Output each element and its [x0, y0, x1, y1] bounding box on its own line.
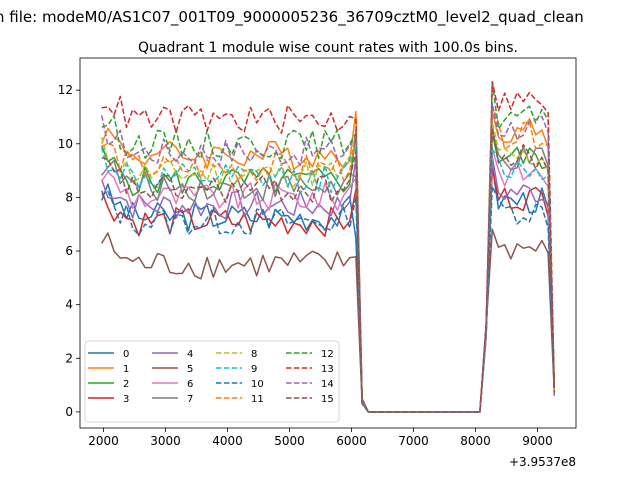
y-tick-label: 4 — [65, 298, 73, 312]
x-tick-label: 6000 — [336, 434, 367, 448]
legend-frame — [84, 340, 340, 423]
y-axis: 0 2 4 6 8 10 12 — [58, 83, 80, 419]
series-layer — [100, 81, 556, 413]
y-tick-label: 8 — [65, 190, 73, 204]
x-tick-label: 9000 — [522, 434, 553, 448]
series-line-5 — [101, 228, 556, 413]
y-tick-label: 6 — [65, 244, 73, 258]
x-offset-label: +3.9537e8 — [509, 455, 576, 469]
legend-label-13: 13 — [321, 364, 334, 375]
legend-label-2: 2 — [123, 379, 129, 390]
legend-label-15: 15 — [321, 394, 334, 405]
x-tick-label: 5000 — [274, 434, 305, 448]
legend-label-11: 11 — [251, 394, 264, 405]
y-tick-label: 10 — [58, 137, 73, 151]
series-line-14 — [100, 102, 556, 413]
series-line-12 — [101, 81, 556, 413]
plot-frame — [79, 57, 577, 429]
x-axis: 2000 3000 4000 5000 6000 7000 8000 9000 — [88, 428, 553, 448]
legend-label-5: 5 — [187, 364, 193, 375]
series-line-10 — [101, 185, 556, 413]
x-tick-label: 2000 — [88, 434, 119, 448]
x-tick-label: 7000 — [398, 434, 429, 448]
series-line-13 — [101, 81, 556, 413]
y-tick-label: 2 — [65, 351, 73, 365]
legend-label-1: 1 — [123, 364, 129, 375]
y-tick-label: 12 — [58, 83, 73, 97]
y-tick-label: 0 — [65, 405, 73, 419]
legend-label-10: 10 — [251, 379, 264, 390]
series-line-7 — [101, 129, 556, 413]
legend-label-4: 4 — [187, 349, 193, 360]
x-tick-label: 8000 — [460, 434, 491, 448]
series-line-1 — [101, 110, 556, 413]
series-line-15 — [101, 126, 556, 413]
legend-label-8: 8 — [251, 349, 257, 360]
legend-label-12: 12 — [321, 349, 334, 360]
legend-label-9: 9 — [251, 364, 257, 375]
chart-title: Quadrant 1 module wise count rates with … — [138, 40, 518, 56]
series-line-4 — [100, 156, 556, 413]
x-tick-label: 3000 — [150, 434, 181, 448]
series-line-3 — [100, 166, 556, 413]
legend-label-6: 6 — [187, 379, 193, 390]
x-tick-label: 4000 — [212, 434, 243, 448]
legend-label-3: 3 — [123, 394, 129, 405]
figure-suptitle: n file: modeM0/AS1C07_001T09_9000005236_… — [0, 8, 584, 27]
legend-label-14: 14 — [321, 379, 334, 390]
legend-label-7: 7 — [187, 394, 193, 405]
legend-label-0: 0 — [123, 349, 129, 360]
